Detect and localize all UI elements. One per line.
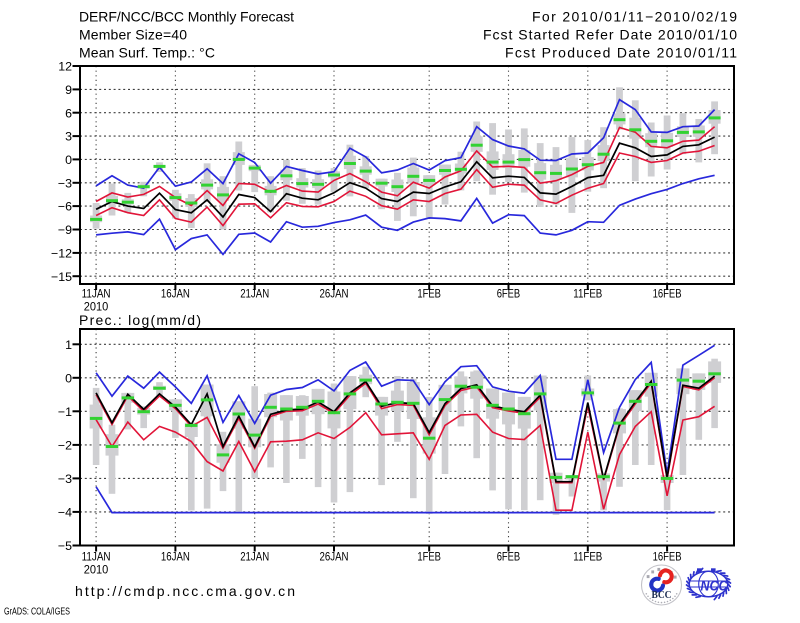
svg-text:11JAN: 11JAN [82,287,111,301]
svg-text:BCC: BCC [652,590,672,601]
svg-text:−12: −12 [51,247,72,261]
svg-text:http://cmdp.ncc.cma.gov.cn: http://cmdp.ncc.cma.gov.cn [75,583,295,599]
svg-text:DERF/NCC/BCC Monthly Forecast: DERF/NCC/BCC Monthly Forecast [79,9,294,25]
svg-text:−2: −2 [58,439,72,453]
svg-text:21JAN: 21JAN [240,287,269,301]
svg-text:26JAN: 26JAN [320,287,349,301]
svg-text:−3: −3 [58,176,72,190]
svg-text:NCC: NCC [701,579,728,595]
svg-text:Fcst Produced Date 2010/01/11: Fcst Produced Date 2010/01/11 [505,45,737,61]
svg-text:−6: −6 [58,200,72,214]
svg-text:0: 0 [65,371,72,385]
svg-text:Prec.: log(mm/d): Prec.: log(mm/d) [79,312,201,328]
svg-text:−5: −5 [58,539,72,553]
svg-text:21JAN: 21JAN [240,550,269,564]
svg-text:Member Size=40: Member Size=40 [79,27,187,43]
svg-text:Fcst Started Refer Date 2010/0: Fcst Started Refer Date 2010/01/10 [483,27,737,43]
svg-text:3: 3 [65,130,72,144]
svg-text:11FEB: 11FEB [573,287,602,301]
svg-text:6FEB: 6FEB [497,550,521,564]
svg-text:9: 9 [65,83,72,97]
svg-text:6FEB: 6FEB [497,287,521,301]
svg-text:1FEB: 1FEB [417,287,441,301]
svg-text:−1: −1 [58,405,72,419]
svg-text:26JAN: 26JAN [320,550,349,564]
svg-text:11FEB: 11FEB [573,550,602,564]
svg-text:−3: −3 [58,472,72,486]
svg-text:16JAN: 16JAN [161,550,190,564]
svg-text:16JAN: 16JAN [161,287,190,301]
svg-text:0: 0 [65,153,72,167]
svg-text:−15: −15 [51,270,72,284]
svg-text:−4: −4 [58,506,72,520]
svg-text:12: 12 [58,60,72,74]
svg-text:1FEB: 1FEB [417,550,441,564]
svg-text:16FEB: 16FEB [653,287,682,301]
svg-text:11JAN: 11JAN [82,550,111,564]
svg-text:1: 1 [65,338,72,352]
svg-text:6: 6 [65,106,72,120]
svg-text:Mean Surf. Temp.: °C: Mean Surf. Temp.: °C [79,45,215,61]
svg-text:16FEB: 16FEB [653,550,682,564]
svg-text:2010: 2010 [84,563,109,577]
svg-text:GrADS: COLA/IGES: GrADS: COLA/IGES [4,606,70,618]
svg-text:−9: −9 [58,223,72,237]
